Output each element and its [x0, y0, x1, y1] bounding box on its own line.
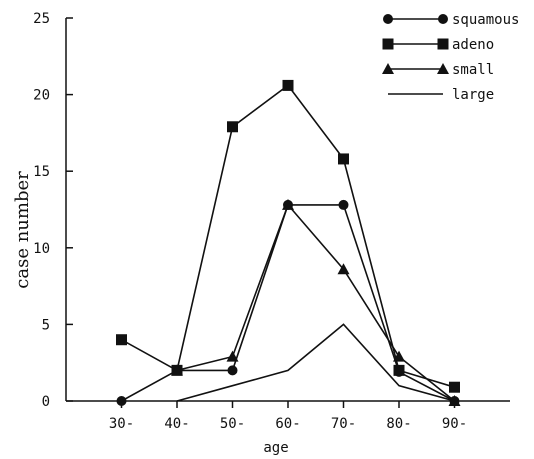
- circle-marker: [338, 199, 349, 210]
- x-axis-ticks: 30- 40- 50- 60- 70- 80- 90-: [109, 401, 467, 432]
- square-marker: [227, 121, 238, 133]
- x-tick-label: 50-: [220, 416, 245, 432]
- x-tick-label: 40-: [164, 416, 189, 432]
- square-marker: [382, 38, 394, 50]
- legend: squamous adeno small large: [382, 12, 519, 103]
- triangle-marker: [437, 63, 449, 74]
- y-axis-ticks: 0 5 10 15 20 25: [33, 11, 73, 410]
- x-tick-label: 70-: [331, 416, 356, 432]
- y-axis-title: case number: [12, 171, 33, 289]
- x-tick-label: 80-: [386, 416, 411, 432]
- square-marker: [449, 381, 460, 393]
- triangle-marker: [226, 350, 239, 362]
- y-tick-label: 10: [33, 241, 50, 257]
- legend-item-squamous: squamous: [383, 12, 519, 28]
- legend-item-small: small: [382, 62, 494, 78]
- x-tick-label: 30-: [109, 416, 134, 432]
- series-small: [171, 198, 461, 406]
- square-marker: [393, 364, 405, 376]
- circle-marker: [383, 14, 393, 24]
- series-line-large: [176, 323, 455, 402]
- square-marker: [437, 38, 449, 50]
- x-tick-label: 90-: [442, 416, 467, 432]
- square-marker: [282, 79, 294, 91]
- triangle-marker: [393, 350, 405, 362]
- series-line-adeno: [121, 84, 455, 388]
- series-line-small: [176, 203, 455, 402]
- square-marker: [116, 334, 127, 346]
- triangle-marker: [337, 263, 350, 275]
- series-adeno: [116, 79, 460, 393]
- circle-marker: [116, 396, 127, 406]
- triangle-marker: [282, 198, 294, 210]
- legend-item-adeno: adeno: [382, 37, 494, 53]
- x-tick-label: 60-: [275, 416, 300, 432]
- legend-label: squamous: [452, 12, 519, 28]
- legend-label: small: [452, 62, 494, 78]
- series-large: [176, 323, 455, 402]
- series-layer: [116, 79, 461, 406]
- triangle-marker: [171, 364, 183, 376]
- circle-marker: [227, 365, 238, 376]
- y-tick-label: 25: [33, 11, 50, 27]
- y-tick-label: 0: [42, 394, 50, 410]
- legend-item-large: large: [388, 87, 494, 103]
- circle-marker: [438, 14, 448, 24]
- triangle-marker: [382, 63, 394, 74]
- legend-label: adeno: [452, 37, 494, 53]
- square-marker: [338, 153, 349, 165]
- y-tick-label: 5: [42, 317, 50, 333]
- x-axis-title: age: [263, 440, 288, 456]
- series-squamous: [116, 199, 460, 406]
- y-tick-label: 20: [33, 88, 50, 104]
- legend-label: large: [452, 87, 494, 103]
- y-tick-label: 15: [33, 164, 50, 180]
